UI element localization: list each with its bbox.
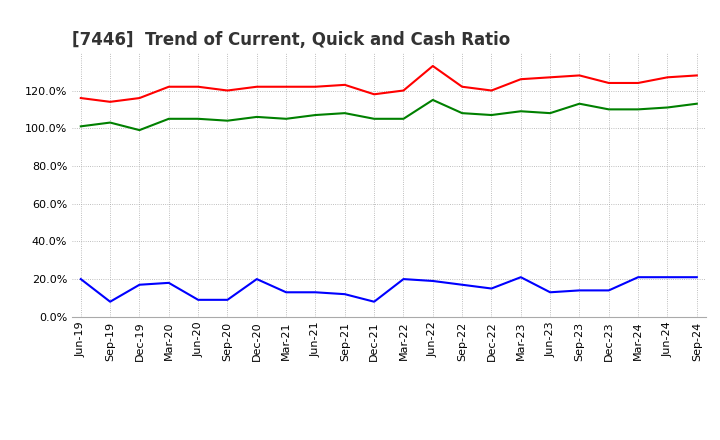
Current Ratio [76,95,85,101]
Cash Ratio [370,299,379,304]
Current Ratio [341,82,349,88]
Cash Ratio [282,290,290,295]
Quick Ratio [693,101,701,106]
Cash Ratio [428,279,437,284]
Current Ratio [223,88,232,93]
Current Ratio [487,88,496,93]
Quick Ratio [194,116,202,121]
Cash Ratio [76,276,85,282]
Current Ratio [194,84,202,89]
Quick Ratio [370,116,379,121]
Quick Ratio [106,120,114,125]
Cash Ratio [663,275,672,280]
Cash Ratio [135,282,144,287]
Cash Ratio [693,275,701,280]
Cash Ratio [546,290,554,295]
Current Ratio [164,84,173,89]
Quick Ratio [663,105,672,110]
Current Ratio [311,84,320,89]
Quick Ratio [487,112,496,117]
Current Ratio [253,84,261,89]
Quick Ratio [164,116,173,121]
Quick Ratio [605,107,613,112]
Text: [7446]  Trend of Current, Quick and Cash Ratio: [7446] Trend of Current, Quick and Cash … [72,31,510,49]
Cash Ratio [341,292,349,297]
Quick Ratio [282,116,290,121]
Cash Ratio [575,288,584,293]
Quick Ratio [311,112,320,117]
Cash Ratio [458,282,467,287]
Cash Ratio [634,275,642,280]
Quick Ratio [458,110,467,116]
Quick Ratio [135,128,144,133]
Cash Ratio [516,275,525,280]
Cash Ratio [253,276,261,282]
Current Ratio [106,99,114,104]
Current Ratio [370,92,379,97]
Current Ratio [428,63,437,69]
Current Ratio [575,73,584,78]
Current Ratio [516,77,525,82]
Current Ratio [135,95,144,101]
Current Ratio [546,75,554,80]
Quick Ratio [546,110,554,116]
Current Ratio [282,84,290,89]
Cash Ratio [487,286,496,291]
Current Ratio [663,75,672,80]
Line: Current Ratio: Current Ratio [81,66,697,102]
Quick Ratio [399,116,408,121]
Current Ratio [634,81,642,86]
Cash Ratio [106,299,114,304]
Quick Ratio [634,107,642,112]
Line: Quick Ratio: Quick Ratio [81,100,697,130]
Quick Ratio [428,97,437,103]
Quick Ratio [223,118,232,123]
Quick Ratio [516,109,525,114]
Cash Ratio [194,297,202,302]
Quick Ratio [575,101,584,106]
Cash Ratio [223,297,232,302]
Cash Ratio [605,288,613,293]
Current Ratio [458,84,467,89]
Current Ratio [605,81,613,86]
Cash Ratio [311,290,320,295]
Line: Cash Ratio: Cash Ratio [81,277,697,302]
Cash Ratio [399,276,408,282]
Current Ratio [399,88,408,93]
Quick Ratio [76,124,85,129]
Quick Ratio [253,114,261,120]
Current Ratio [693,73,701,78]
Cash Ratio [164,280,173,286]
Quick Ratio [341,110,349,116]
